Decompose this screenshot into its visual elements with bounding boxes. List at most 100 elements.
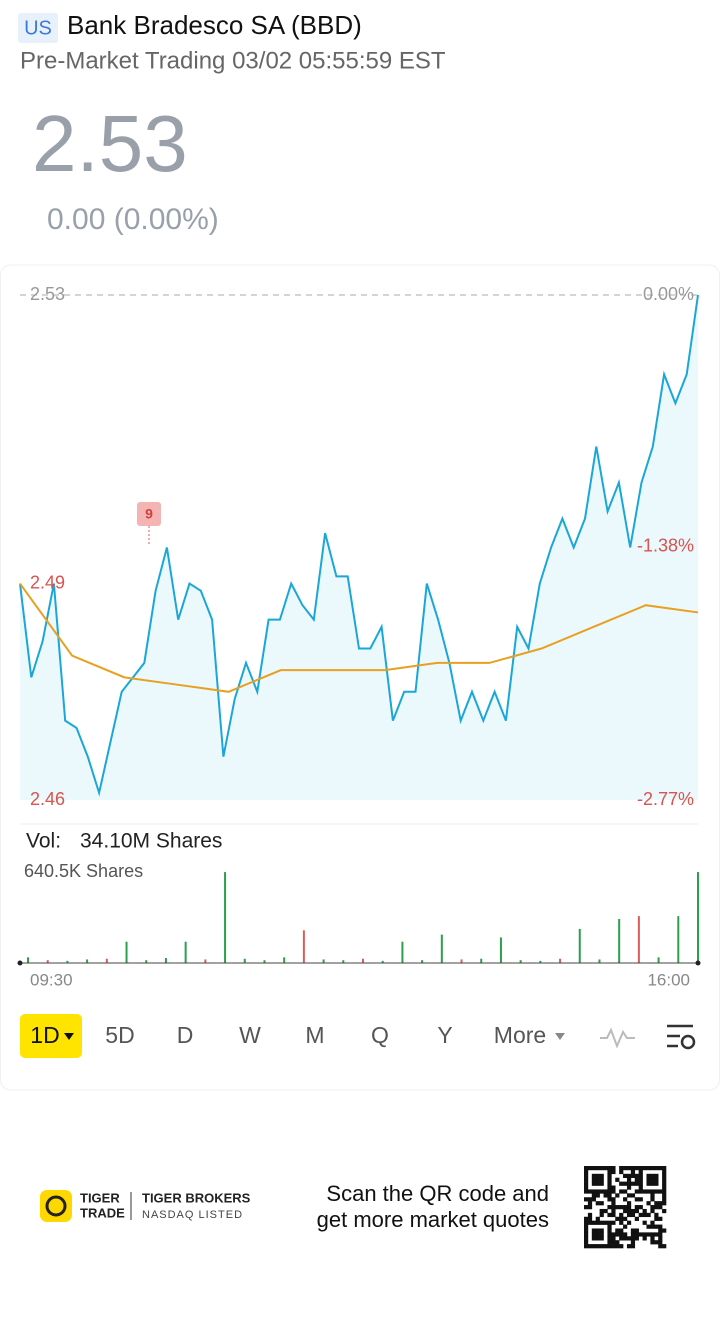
qr-cell — [611, 1189, 616, 1194]
qr-cell — [650, 1166, 655, 1171]
qr-cell — [654, 1177, 659, 1182]
indicator-icon[interactable] — [600, 1027, 635, 1049]
market: US — [24, 17, 52, 39]
qr-cell — [630, 1181, 636, 1186]
qr-cell — [595, 1228, 600, 1233]
qr-cell — [630, 1228, 636, 1233]
qr-cell — [591, 1166, 597, 1171]
qr-cell — [587, 1212, 593, 1218]
qr-cell — [630, 1240, 636, 1245]
qr-cell — [584, 1169, 589, 1175]
qr-cell — [599, 1220, 604, 1225]
qr-cell — [615, 1205, 620, 1210]
volume-bar — [224, 872, 227, 963]
qr-cell — [607, 1240, 612, 1245]
qr-cell — [630, 1208, 636, 1214]
qr-cell — [607, 1228, 612, 1233]
qr-cell — [662, 1173, 667, 1179]
qr-cell — [595, 1236, 600, 1241]
qr-cell — [611, 1201, 616, 1206]
qr-cell — [599, 1166, 604, 1171]
qr-cell — [623, 1181, 628, 1186]
tab[interactable]: 1D — [30, 1022, 59, 1048]
qr-cell — [619, 1166, 624, 1171]
qr-cell — [650, 1177, 655, 1182]
volume-title: Vol: — [26, 830, 61, 853]
qr-cell — [591, 1232, 597, 1237]
qr-cell — [646, 1224, 651, 1229]
qr-cell — [626, 1166, 632, 1171]
volume-bar — [499, 937, 502, 963]
qr-cell — [646, 1212, 651, 1218]
line — [19, 582, 699, 693]
qr-cell — [595, 1189, 600, 1194]
qr-cell — [611, 1244, 616, 1249]
qr-cell — [650, 1193, 655, 1198]
tab[interactable]: W — [239, 1022, 261, 1048]
annotation-badge — [137, 502, 161, 526]
qr-cell — [634, 1173, 639, 1179]
y2-tick-label: 0.00% — [643, 284, 694, 304]
volume-bar — [164, 958, 167, 963]
qr-cell — [619, 1244, 624, 1249]
tab-caret[interactable] — [64, 1033, 74, 1040]
qr-cell — [654, 1173, 659, 1179]
tab[interactable]: 5D — [105, 1022, 134, 1048]
qr-cell — [623, 1232, 628, 1237]
qr-cell — [595, 1216, 600, 1221]
cta: Scan the QR code and — [326, 1181, 549, 1206]
qr-cell — [599, 1201, 604, 1206]
tab[interactable]: More — [494, 1022, 546, 1048]
volume-bar — [401, 941, 404, 963]
qr-cell — [658, 1228, 663, 1233]
listing: NASDAQ LISTED — [142, 1209, 243, 1221]
qr-cell — [626, 1185, 632, 1190]
brand: TIGER — [80, 1190, 120, 1205]
qr-cell — [658, 1205, 663, 1210]
volume-bar — [86, 959, 89, 963]
qr-cell — [638, 1169, 643, 1175]
broker: TIGER BROKERS — [142, 1190, 251, 1205]
qr-cell — [626, 1220, 632, 1225]
volume-bar — [519, 960, 522, 963]
y-tick-label: 640.5K Shares — [24, 861, 143, 881]
qr-cell — [650, 1224, 655, 1229]
qr-cell — [634, 1236, 639, 1241]
qr-cell — [591, 1177, 597, 1182]
qr-cell — [650, 1181, 655, 1186]
qr-cell — [626, 1177, 632, 1182]
qr-cell — [646, 1177, 651, 1182]
tab[interactable]: Y — [437, 1022, 452, 1048]
settings-icon[interactable] — [667, 1024, 696, 1050]
qr-cell — [607, 1220, 612, 1225]
qr-cell — [584, 1228, 589, 1233]
tab[interactable]: D — [177, 1022, 194, 1048]
qr-cell — [599, 1244, 604, 1249]
qr-cell — [587, 1216, 593, 1221]
price: 2.53 — [32, 99, 188, 188]
qr-cell — [623, 1173, 628, 1179]
qr-cell — [595, 1166, 600, 1171]
qr-cell — [615, 1240, 620, 1245]
qr-cell — [638, 1185, 643, 1190]
qr-cell — [607, 1205, 612, 1210]
qr-cell — [658, 1232, 663, 1237]
qr-cell — [630, 1212, 636, 1218]
qr-cell — [615, 1216, 620, 1221]
tab-active[interactable] — [20, 1014, 82, 1058]
y2-tick-label: -1.38% — [637, 535, 694, 555]
qr-cell — [619, 1169, 624, 1175]
qr-cell — [619, 1232, 624, 1237]
qr-cell — [630, 1173, 636, 1179]
qr-cell — [650, 1197, 655, 1202]
tab-caret[interactable] — [555, 1033, 565, 1040]
tab[interactable]: Q — [371, 1022, 389, 1048]
qr-cell — [646, 1232, 651, 1237]
qr-cell — [619, 1236, 624, 1241]
qr-cell — [654, 1232, 659, 1237]
tab[interactable]: M — [305, 1022, 324, 1048]
qr-cell — [591, 1228, 597, 1233]
qr-cell — [634, 1166, 639, 1171]
volume-bar — [105, 958, 108, 963]
